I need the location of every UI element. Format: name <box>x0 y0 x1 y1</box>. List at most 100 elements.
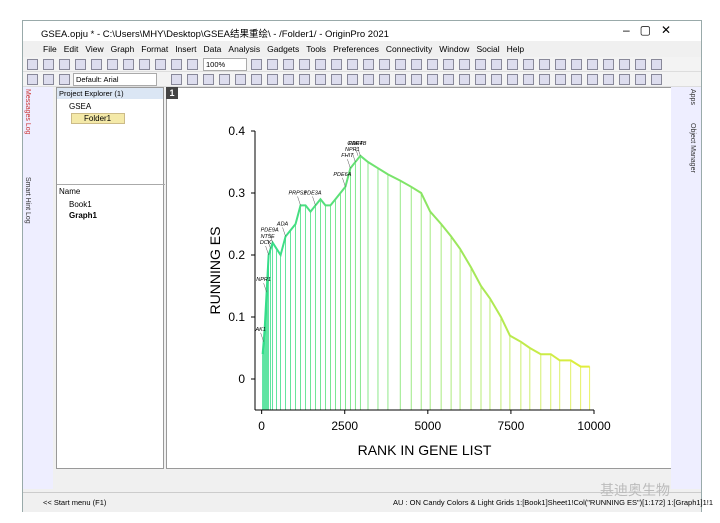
tool-icon[interactable] <box>59 74 70 85</box>
tool-icon[interactable] <box>219 74 230 85</box>
menu-item[interactable]: Window <box>439 44 470 54</box>
start-menu[interactable]: << Start menu (F1) <box>43 498 107 507</box>
tool-icon[interactable] <box>123 59 134 70</box>
tool-icon[interactable] <box>187 59 198 70</box>
menu-item[interactable]: Tools <box>306 44 327 54</box>
tool-icon[interactable] <box>363 74 374 85</box>
menu-item[interactable]: Help <box>506 44 525 54</box>
tool-icon[interactable] <box>619 59 630 70</box>
tool-icon[interactable] <box>603 74 614 85</box>
tool-icon[interactable] <box>315 59 326 70</box>
menu-item[interactable]: Edit <box>63 44 79 54</box>
tool-icon[interactable] <box>491 74 502 85</box>
side-label[interactable]: Messages Log <box>24 89 31 135</box>
tool-icon[interactable] <box>283 59 294 70</box>
tool-icon[interactable] <box>171 59 182 70</box>
tool-icon[interactable] <box>507 59 518 70</box>
tool-icon[interactable] <box>315 74 326 85</box>
tool-icon[interactable] <box>587 59 598 70</box>
menu-item[interactable]: Social <box>476 44 500 54</box>
tree-root[interactable]: GSEA <box>69 102 92 111</box>
menu-item[interactable]: Insert <box>175 44 197 54</box>
tool-icon[interactable] <box>523 59 534 70</box>
tool-icon[interactable] <box>443 59 454 70</box>
tool-icon[interactable] <box>171 74 182 85</box>
tool-icon[interactable] <box>523 74 534 85</box>
window-controls[interactable]: – ▢ ✕ <box>623 23 672 37</box>
tool-icon[interactable] <box>411 59 422 70</box>
annotation-leader <box>312 196 316 206</box>
tool-icon[interactable] <box>155 59 166 70</box>
side-label[interactable]: Smart Hint Log <box>24 177 31 224</box>
tool-icon[interactable] <box>459 74 470 85</box>
tool-icon[interactable] <box>491 59 502 70</box>
tool-icon[interactable] <box>475 59 486 70</box>
tool-icon[interactable] <box>347 59 358 70</box>
menu-item[interactable]: File <box>43 44 57 54</box>
zoom-field[interactable]: 100% <box>203 58 247 71</box>
tool-icon[interactable] <box>539 74 550 85</box>
tool-icon[interactable] <box>555 74 566 85</box>
tree-folder[interactable]: Folder1 <box>71 113 125 124</box>
font-field[interactable]: Default: Arial <box>73 73 157 86</box>
tool-icon[interactable] <box>587 74 598 85</box>
menu-item[interactable]: Analysis <box>228 44 261 54</box>
tool-icon[interactable] <box>203 74 214 85</box>
list-item[interactable]: Book1 <box>69 200 92 209</box>
tool-icon[interactable] <box>363 59 374 70</box>
tool-icon[interactable] <box>27 74 38 85</box>
tool-icon[interactable] <box>651 74 662 85</box>
tool-icon[interactable] <box>379 74 390 85</box>
tool-icon[interactable] <box>635 74 646 85</box>
menu-item[interactable]: Data <box>203 44 222 54</box>
tool-icon[interactable] <box>459 59 470 70</box>
menu-item[interactable]: View <box>85 44 104 54</box>
menu-item[interactable]: Preferences <box>333 44 379 54</box>
tool-icon[interactable] <box>411 74 422 85</box>
tool-icon[interactable] <box>267 59 278 70</box>
list-item[interactable]: Graph1 <box>69 211 98 220</box>
tool-icon[interactable] <box>619 74 630 85</box>
tool-icon[interactable] <box>299 59 310 70</box>
tool-icon[interactable] <box>443 74 454 85</box>
page-tab[interactable]: 1 <box>166 87 178 99</box>
menu-item[interactable]: Connectivity <box>385 44 433 54</box>
tool-icon[interactable] <box>395 74 406 85</box>
tool-icon[interactable] <box>235 74 246 85</box>
tool-icon[interactable] <box>59 59 70 70</box>
tool-icon[interactable] <box>571 74 582 85</box>
tool-icon[interactable] <box>555 59 566 70</box>
tool-icon[interactable] <box>571 59 582 70</box>
tool-icon[interactable] <box>91 59 102 70</box>
menu-item[interactable]: Format <box>141 44 169 54</box>
menu-item[interactable]: Gadgets <box>267 44 300 54</box>
tool-icon[interactable] <box>75 59 86 70</box>
tool-icon[interactable] <box>539 59 550 70</box>
tool-icon[interactable] <box>331 74 342 85</box>
tool-icon[interactable] <box>27 59 38 70</box>
tool-icon[interactable] <box>603 59 614 70</box>
tool-icon[interactable] <box>427 59 438 70</box>
side-label[interactable]: Apps <box>689 89 696 105</box>
tool-icon[interactable] <box>43 59 54 70</box>
tool-icon[interactable] <box>427 74 438 85</box>
tool-icon[interactable] <box>251 59 262 70</box>
tool-icon[interactable] <box>379 59 390 70</box>
tool-icon[interactable] <box>475 74 486 85</box>
tool-icon[interactable] <box>107 59 118 70</box>
tool-icon[interactable] <box>635 59 646 70</box>
tool-icon[interactable] <box>347 74 358 85</box>
tool-icon[interactable] <box>331 59 342 70</box>
menu-item[interactable]: Graph <box>110 44 135 54</box>
tool-icon[interactable] <box>651 59 662 70</box>
tool-icon[interactable] <box>43 74 54 85</box>
tool-icon[interactable] <box>507 74 518 85</box>
tool-icon[interactable] <box>299 74 310 85</box>
tool-icon[interactable] <box>251 74 262 85</box>
tool-icon[interactable] <box>139 59 150 70</box>
side-label[interactable]: Object Manager <box>689 123 696 173</box>
tool-icon[interactable] <box>395 59 406 70</box>
tool-icon[interactable] <box>267 74 278 85</box>
tool-icon[interactable] <box>187 74 198 85</box>
tool-icon[interactable] <box>283 74 294 85</box>
